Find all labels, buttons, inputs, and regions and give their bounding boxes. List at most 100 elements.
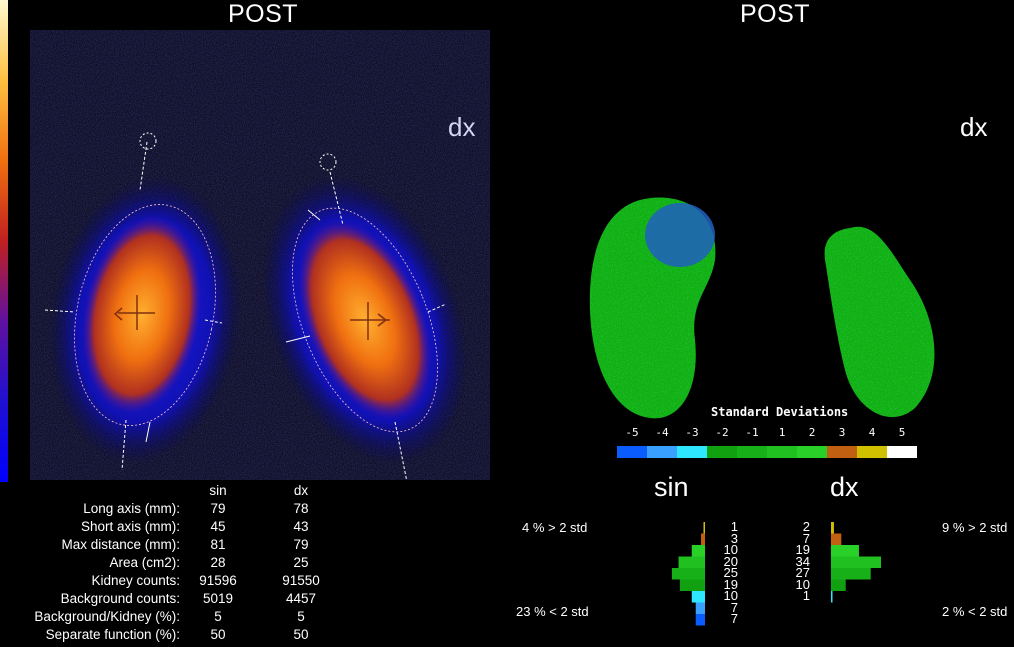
table-row: Long axis (mm): 79 78 bbox=[0, 500, 346, 518]
col-header-sin: sin bbox=[209, 483, 227, 498]
hist-count: 7 bbox=[730, 599, 738, 615]
row-label: Separate function (%): bbox=[45, 627, 180, 642]
hist-count: 34 bbox=[795, 553, 810, 569]
sd-tick: 4 bbox=[868, 426, 876, 439]
value-sin: 45 bbox=[210, 519, 226, 534]
right-kidney-dx bbox=[262, 153, 468, 480]
sd-color-swatch bbox=[617, 446, 647, 458]
sd-tick: -5 bbox=[625, 426, 639, 439]
histogram-bar bbox=[831, 533, 842, 545]
histogram-bar bbox=[691, 545, 705, 557]
row-label: Long axis (mm): bbox=[83, 501, 180, 516]
row-label: Max distance (mm): bbox=[61, 537, 180, 552]
value-dx: 50 bbox=[293, 627, 309, 642]
hist-count: 7 bbox=[802, 530, 810, 546]
hist-count: 7 bbox=[730, 611, 738, 626]
hist-count: 3 bbox=[730, 530, 738, 546]
sd-legend-title: Standard Deviations bbox=[711, 405, 849, 419]
dx-below-2std: 2 % < 2 std bbox=[942, 604, 1008, 619]
histogram-bar bbox=[695, 602, 705, 614]
sd-tick: 1 bbox=[778, 426, 786, 439]
sd-color-swatch bbox=[767, 446, 797, 458]
sin-hist-counts: 1 3 10 20 25 19 10 7 7 bbox=[708, 519, 738, 626]
sd-color-swatch bbox=[647, 446, 677, 458]
sd-histograms bbox=[671, 522, 881, 626]
table-row: Short axis (mm): 45 43 bbox=[0, 518, 346, 536]
value-dx: 43 bbox=[293, 519, 309, 534]
sd-color-swatch bbox=[737, 446, 767, 458]
hist-count: 19 bbox=[723, 576, 738, 592]
sd-map-right-kidney bbox=[824, 226, 935, 418]
table-row: Area (cm2): 28 25 bbox=[0, 554, 346, 572]
sin-below-2std: 23 % < 2 std bbox=[516, 604, 589, 619]
value-dx: 91550 bbox=[282, 573, 320, 588]
value-dx: 5 bbox=[297, 609, 305, 624]
intensity-scale-strip bbox=[0, 0, 8, 482]
histogram-bar bbox=[695, 614, 705, 626]
sd-map-left-kidney bbox=[589, 197, 716, 419]
value-sin: 5 bbox=[214, 609, 222, 624]
value-sin: 79 bbox=[210, 501, 226, 516]
table-row: Separate function (%): 50 50 bbox=[0, 626, 346, 644]
sd-colorbar bbox=[617, 446, 917, 458]
sd-color-swatch bbox=[797, 446, 827, 458]
sd-tick: 5 bbox=[898, 426, 906, 439]
kidney-stats-table: sin dx Long axis (mm): 79 78 Short axis … bbox=[0, 482, 346, 644]
histogram-bar bbox=[831, 556, 881, 568]
histogram-bar bbox=[831, 522, 834, 534]
sd-tick: 3 bbox=[838, 426, 846, 439]
row-label: Short axis (mm): bbox=[80, 519, 180, 534]
hist-count: 10 bbox=[795, 576, 810, 592]
histogram-label-sin: sin bbox=[654, 472, 689, 502]
value-sin: 5019 bbox=[202, 591, 234, 606]
sd-color-swatch bbox=[827, 446, 857, 458]
renal-scan-image bbox=[30, 30, 490, 480]
sd-color-swatch bbox=[887, 446, 917, 458]
hist-count: 10 bbox=[723, 542, 738, 557]
value-dx: 25 bbox=[293, 555, 309, 570]
table-row: Background/Kidney (%): 5 5 bbox=[0, 608, 346, 626]
sin-above-2std: 4 % > 2 std bbox=[522, 520, 588, 535]
sd-tick: -1 bbox=[745, 426, 759, 439]
row-label: Area (cm2): bbox=[109, 555, 180, 570]
dx-hist-counts: 2 7 19 34 27 10 1 bbox=[780, 520, 810, 603]
histogram-label-dx: dx bbox=[830, 472, 859, 502]
hist-count: 1 bbox=[802, 588, 810, 603]
sd-color-swatch bbox=[707, 446, 737, 458]
right-panel-side-label: dx bbox=[960, 112, 988, 142]
sd-tick: -3 bbox=[685, 426, 699, 439]
histogram-bar bbox=[701, 533, 705, 545]
histogram-bar bbox=[678, 556, 705, 568]
value-sin: 50 bbox=[210, 627, 226, 642]
sd-color-swatch bbox=[677, 446, 707, 458]
stats-header-row: sin dx bbox=[0, 482, 346, 500]
hist-count: 1 bbox=[730, 519, 738, 534]
histogram-bar bbox=[831, 568, 871, 580]
hist-count: 19 bbox=[795, 542, 810, 557]
sd-color-swatch bbox=[857, 446, 887, 458]
hist-count: 27 bbox=[795, 565, 810, 580]
row-label: Kidney counts: bbox=[91, 573, 180, 588]
dx-above-2std: 9 % > 2 std bbox=[942, 520, 1008, 535]
sd-tick: -2 bbox=[715, 426, 729, 439]
table-row: Max distance (mm): 81 79 bbox=[0, 536, 346, 554]
value-dx: 79 bbox=[293, 537, 309, 552]
histogram-bar bbox=[671, 568, 705, 580]
value-dx: 4457 bbox=[285, 591, 317, 606]
sd-legend-ticks: -5 -4 -3 -2 -1 1 2 3 4 5 bbox=[617, 426, 917, 439]
row-label: Background/Kidney (%): bbox=[34, 609, 180, 624]
table-row: Background counts: 5019 4457 bbox=[0, 590, 346, 608]
left-panel-title: POST bbox=[228, 0, 299, 28]
row-label: Background counts: bbox=[60, 591, 180, 606]
histogram-bar bbox=[703, 522, 705, 534]
hist-count: 25 bbox=[723, 565, 738, 580]
value-dx: 78 bbox=[293, 501, 309, 516]
value-sin: 81 bbox=[210, 537, 226, 552]
hist-count: 10 bbox=[723, 588, 738, 603]
histogram-bar bbox=[691, 591, 705, 603]
histogram-bar bbox=[679, 579, 705, 591]
table-row: Kidney counts: 91596 91550 bbox=[0, 572, 346, 590]
sd-tick: -4 bbox=[655, 426, 669, 439]
right-panel-title: POST bbox=[740, 0, 811, 28]
col-header-dx: dx bbox=[293, 483, 309, 498]
